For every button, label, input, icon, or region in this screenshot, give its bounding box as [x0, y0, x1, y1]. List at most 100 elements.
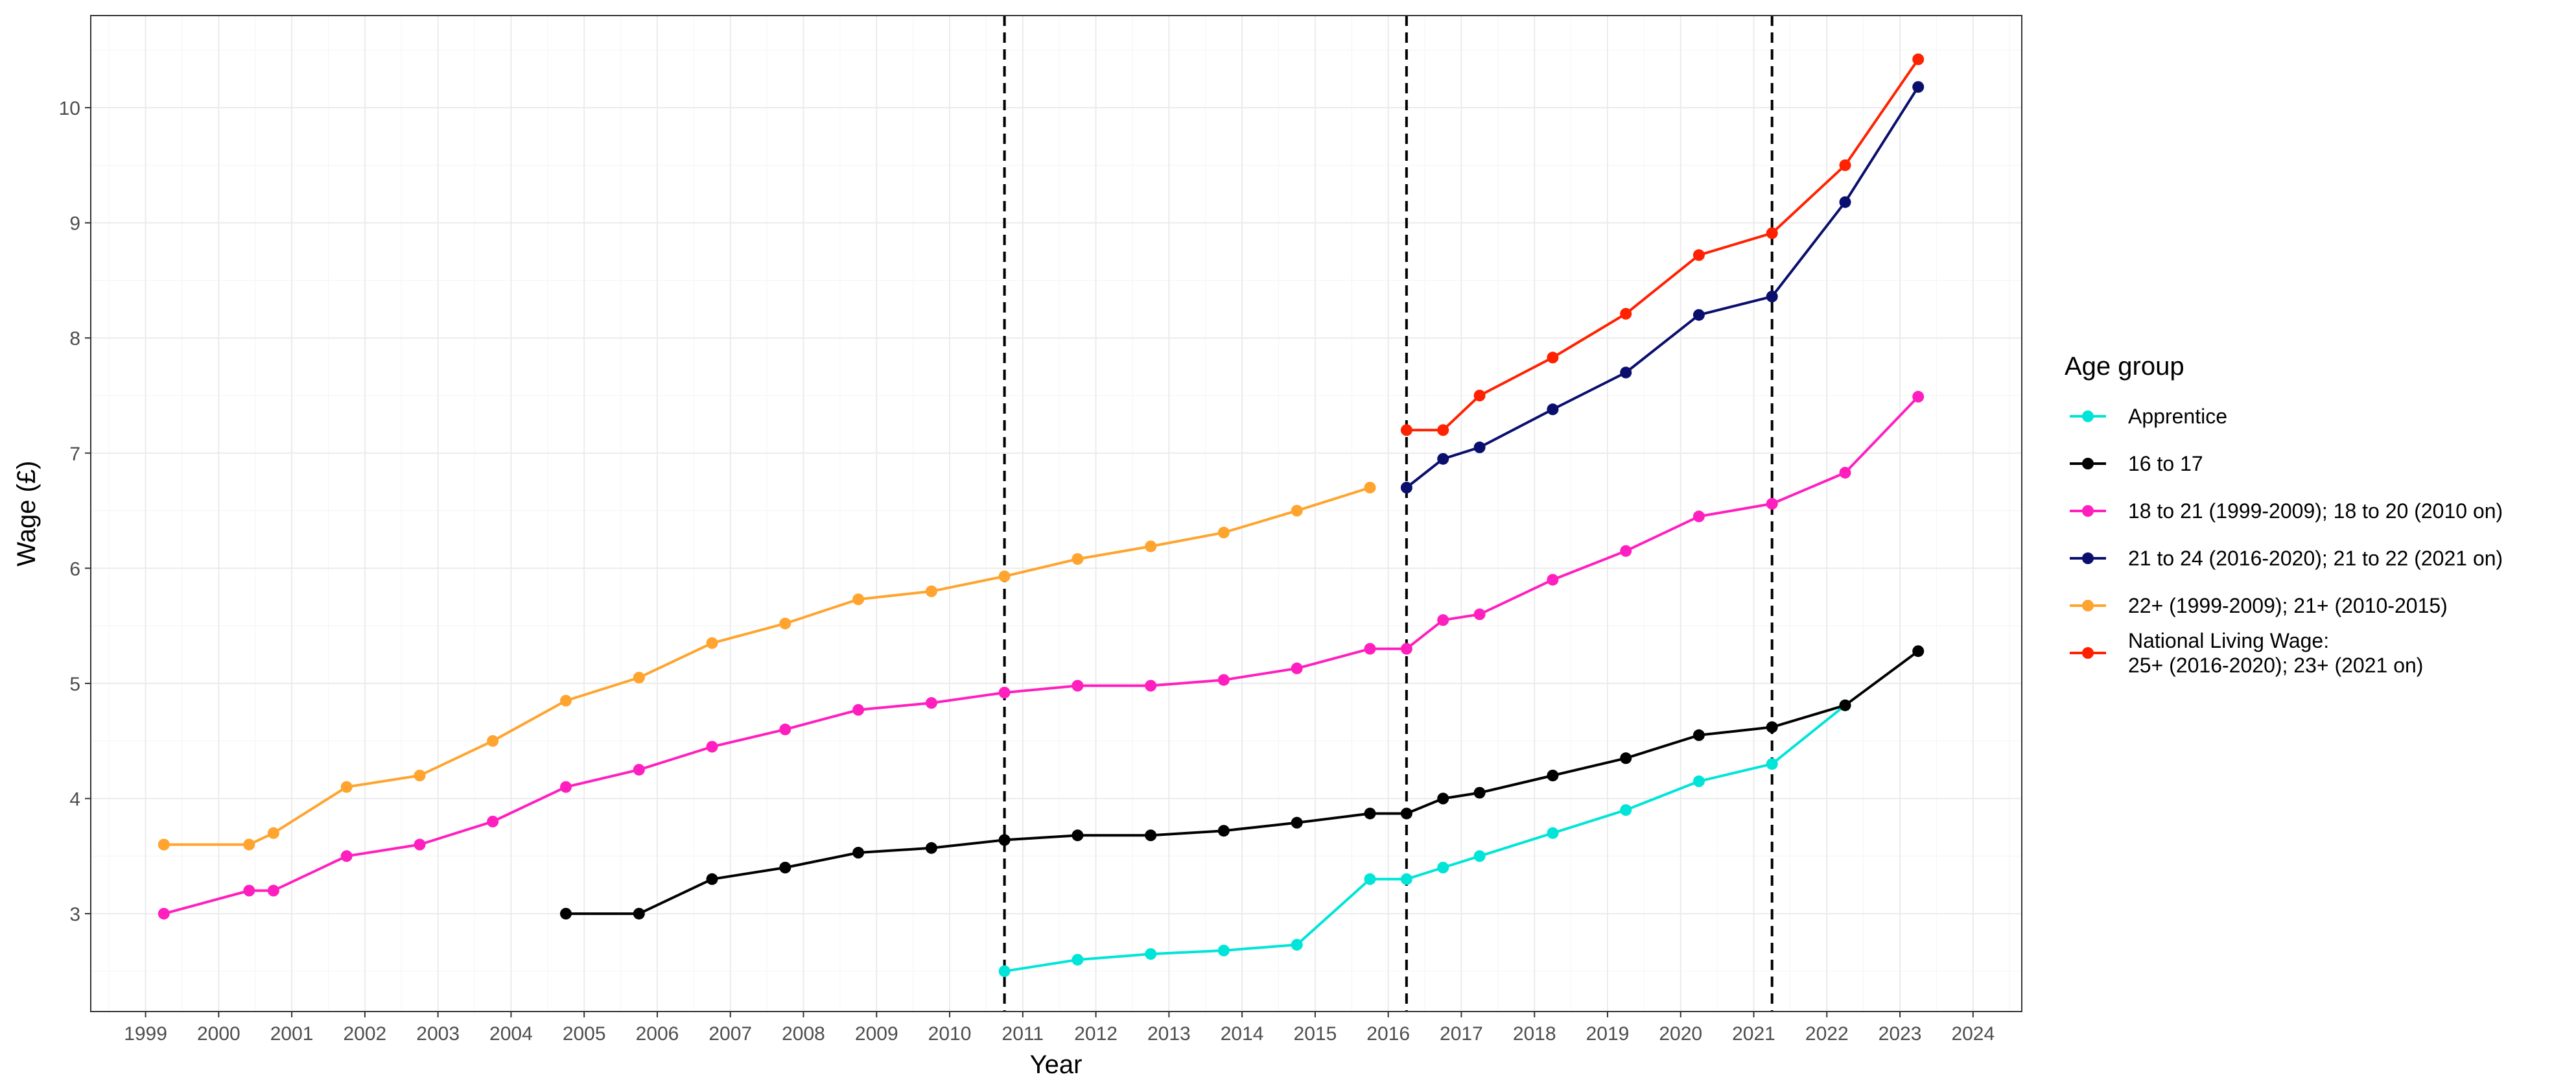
x-axis: 1999 2000 2001 2002 2003 2004 2005 2006 2007 2008… [124, 1012, 1995, 1045]
data-point-series-1 [1364, 807, 1376, 820]
y-axis: 3 4 5 6 7 8 9 10 [59, 98, 91, 925]
x-tick-label: 2014 [1221, 1023, 1264, 1045]
data-point-series-2 [267, 884, 279, 897]
legend-label-1: 16 to 17 [2128, 452, 2203, 475]
legend-key-point [2082, 647, 2094, 659]
data-point-series-4 [1217, 527, 1230, 539]
data-point-series-1 [1766, 721, 1778, 733]
y-tick-label: 3 [69, 904, 80, 925]
data-point-series-4 [243, 838, 255, 851]
x-tick-label: 2007 [708, 1023, 752, 1045]
data-point-series-2 [1291, 662, 1303, 674]
data-point-series-4 [852, 593, 865, 606]
x-tick-label: 2002 [344, 1023, 387, 1045]
data-point-series-0 [1400, 873, 1412, 885]
data-point-series-3 [1473, 441, 1486, 453]
data-point-series-4 [414, 770, 426, 781]
legend-key-point [2082, 410, 2094, 422]
data-point-series-1 [1437, 792, 1449, 805]
series-points [158, 53, 1925, 977]
data-point-series-2 [1217, 674, 1230, 686]
data-point-series-0 [1217, 944, 1230, 956]
data-point-series-4 [1145, 540, 1157, 552]
data-point-series-3 [1766, 290, 1778, 303]
series-line-0 [1004, 704, 1846, 973]
data-point-series-0 [1692, 775, 1705, 787]
data-point-series-5 [1620, 307, 1632, 320]
x-tick-label: 2003 [416, 1023, 460, 1045]
legend-label-0: Apprentice [2128, 405, 2227, 428]
x-tick-label: 2015 [1294, 1023, 1337, 1045]
x-tick-label: 2023 [1879, 1023, 1922, 1045]
data-point-series-1 [1692, 729, 1705, 741]
data-point-series-1 [998, 834, 1011, 846]
legend: Age group Apprentice 16 to 17 18 to 21 (19… [2065, 352, 2503, 677]
data-point-series-1 [779, 862, 791, 873]
legend-label-4: 22+ (1999-2009); 21+ (2010-2015) [2128, 594, 2448, 617]
x-tick-label: 2021 [1732, 1023, 1775, 1045]
data-point-series-4 [706, 637, 718, 649]
data-point-series-2 [1912, 390, 1925, 403]
y-axis-title: Wage (£) [12, 460, 41, 566]
data-point-series-2 [633, 764, 645, 776]
data-point-series-3 [1620, 366, 1632, 379]
data-point-series-1 [1217, 825, 1230, 837]
x-tick-label: 2006 [636, 1023, 679, 1045]
data-point-series-3 [1437, 453, 1449, 465]
x-tick-label: 2024 [1951, 1023, 1995, 1045]
data-point-series-4 [998, 570, 1011, 582]
data-point-series-2 [158, 908, 170, 920]
y-tick-label: 8 [69, 328, 80, 350]
y-tick-label: 10 [59, 98, 80, 119]
x-tick-label: 2018 [1513, 1023, 1556, 1045]
x-axis-title: Year [1030, 1050, 1083, 1079]
x-tick-label: 2022 [1805, 1023, 1849, 1045]
data-point-series-5 [1912, 53, 1925, 65]
data-point-series-0 [1473, 850, 1486, 862]
data-point-series-3 [1547, 403, 1559, 416]
data-point-series-1 [852, 847, 865, 859]
data-point-series-1 [1473, 787, 1486, 799]
data-point-series-2 [706, 740, 718, 753]
legend-label-5: National Living Wage: 25+ (2016-2020); 23… [2128, 629, 2423, 677]
data-point-series-2 [852, 704, 865, 716]
data-point-series-0 [1620, 804, 1632, 816]
data-point-series-1 [633, 908, 645, 920]
x-tick-label: 2016 [1366, 1023, 1410, 1045]
data-point-series-4 [1291, 504, 1303, 517]
x-tick-label: 2012 [1074, 1023, 1118, 1045]
data-point-series-2 [925, 697, 937, 709]
data-point-series-4 [1071, 553, 1084, 565]
legend-label-3: 21 to 24 (2016-2020); 21 to 22 (2021 on) [2128, 547, 2503, 570]
data-point-series-0 [1547, 827, 1559, 839]
data-point-series-1 [560, 908, 572, 920]
x-tick-label: 2017 [1440, 1023, 1483, 1045]
data-point-series-5 [1473, 390, 1486, 401]
data-point-series-2 [1839, 467, 1851, 479]
data-point-series-4 [267, 827, 279, 839]
y-tick-label: 4 [69, 788, 80, 810]
data-point-series-2 [1400, 643, 1412, 655]
data-point-series-1 [1291, 816, 1303, 829]
data-point-series-4 [340, 781, 353, 793]
data-point-series-1 [1912, 645, 1925, 658]
data-point-series-2 [487, 816, 499, 827]
data-point-series-0 [1145, 948, 1157, 960]
data-point-series-5 [1692, 249, 1705, 261]
data-point-series-0 [1766, 758, 1778, 770]
x-tick-label: 2009 [855, 1023, 898, 1045]
legend-key-point [2082, 505, 2094, 517]
data-point-series-2 [1364, 643, 1376, 655]
legend-key-point [2082, 552, 2094, 564]
data-point-series-1 [1071, 829, 1084, 842]
data-point-series-1 [706, 873, 718, 885]
data-point-series-2 [1692, 510, 1705, 523]
x-tick-label: 2001 [270, 1023, 314, 1045]
data-point-series-2 [1437, 614, 1449, 626]
y-tick-label: 6 [69, 558, 80, 580]
x-tick-label: 1999 [124, 1023, 167, 1045]
y-tick-label: 7 [69, 444, 80, 465]
x-tick-label: 2019 [1586, 1023, 1630, 1045]
data-point-series-2 [243, 884, 255, 897]
data-point-series-1 [1620, 752, 1632, 764]
